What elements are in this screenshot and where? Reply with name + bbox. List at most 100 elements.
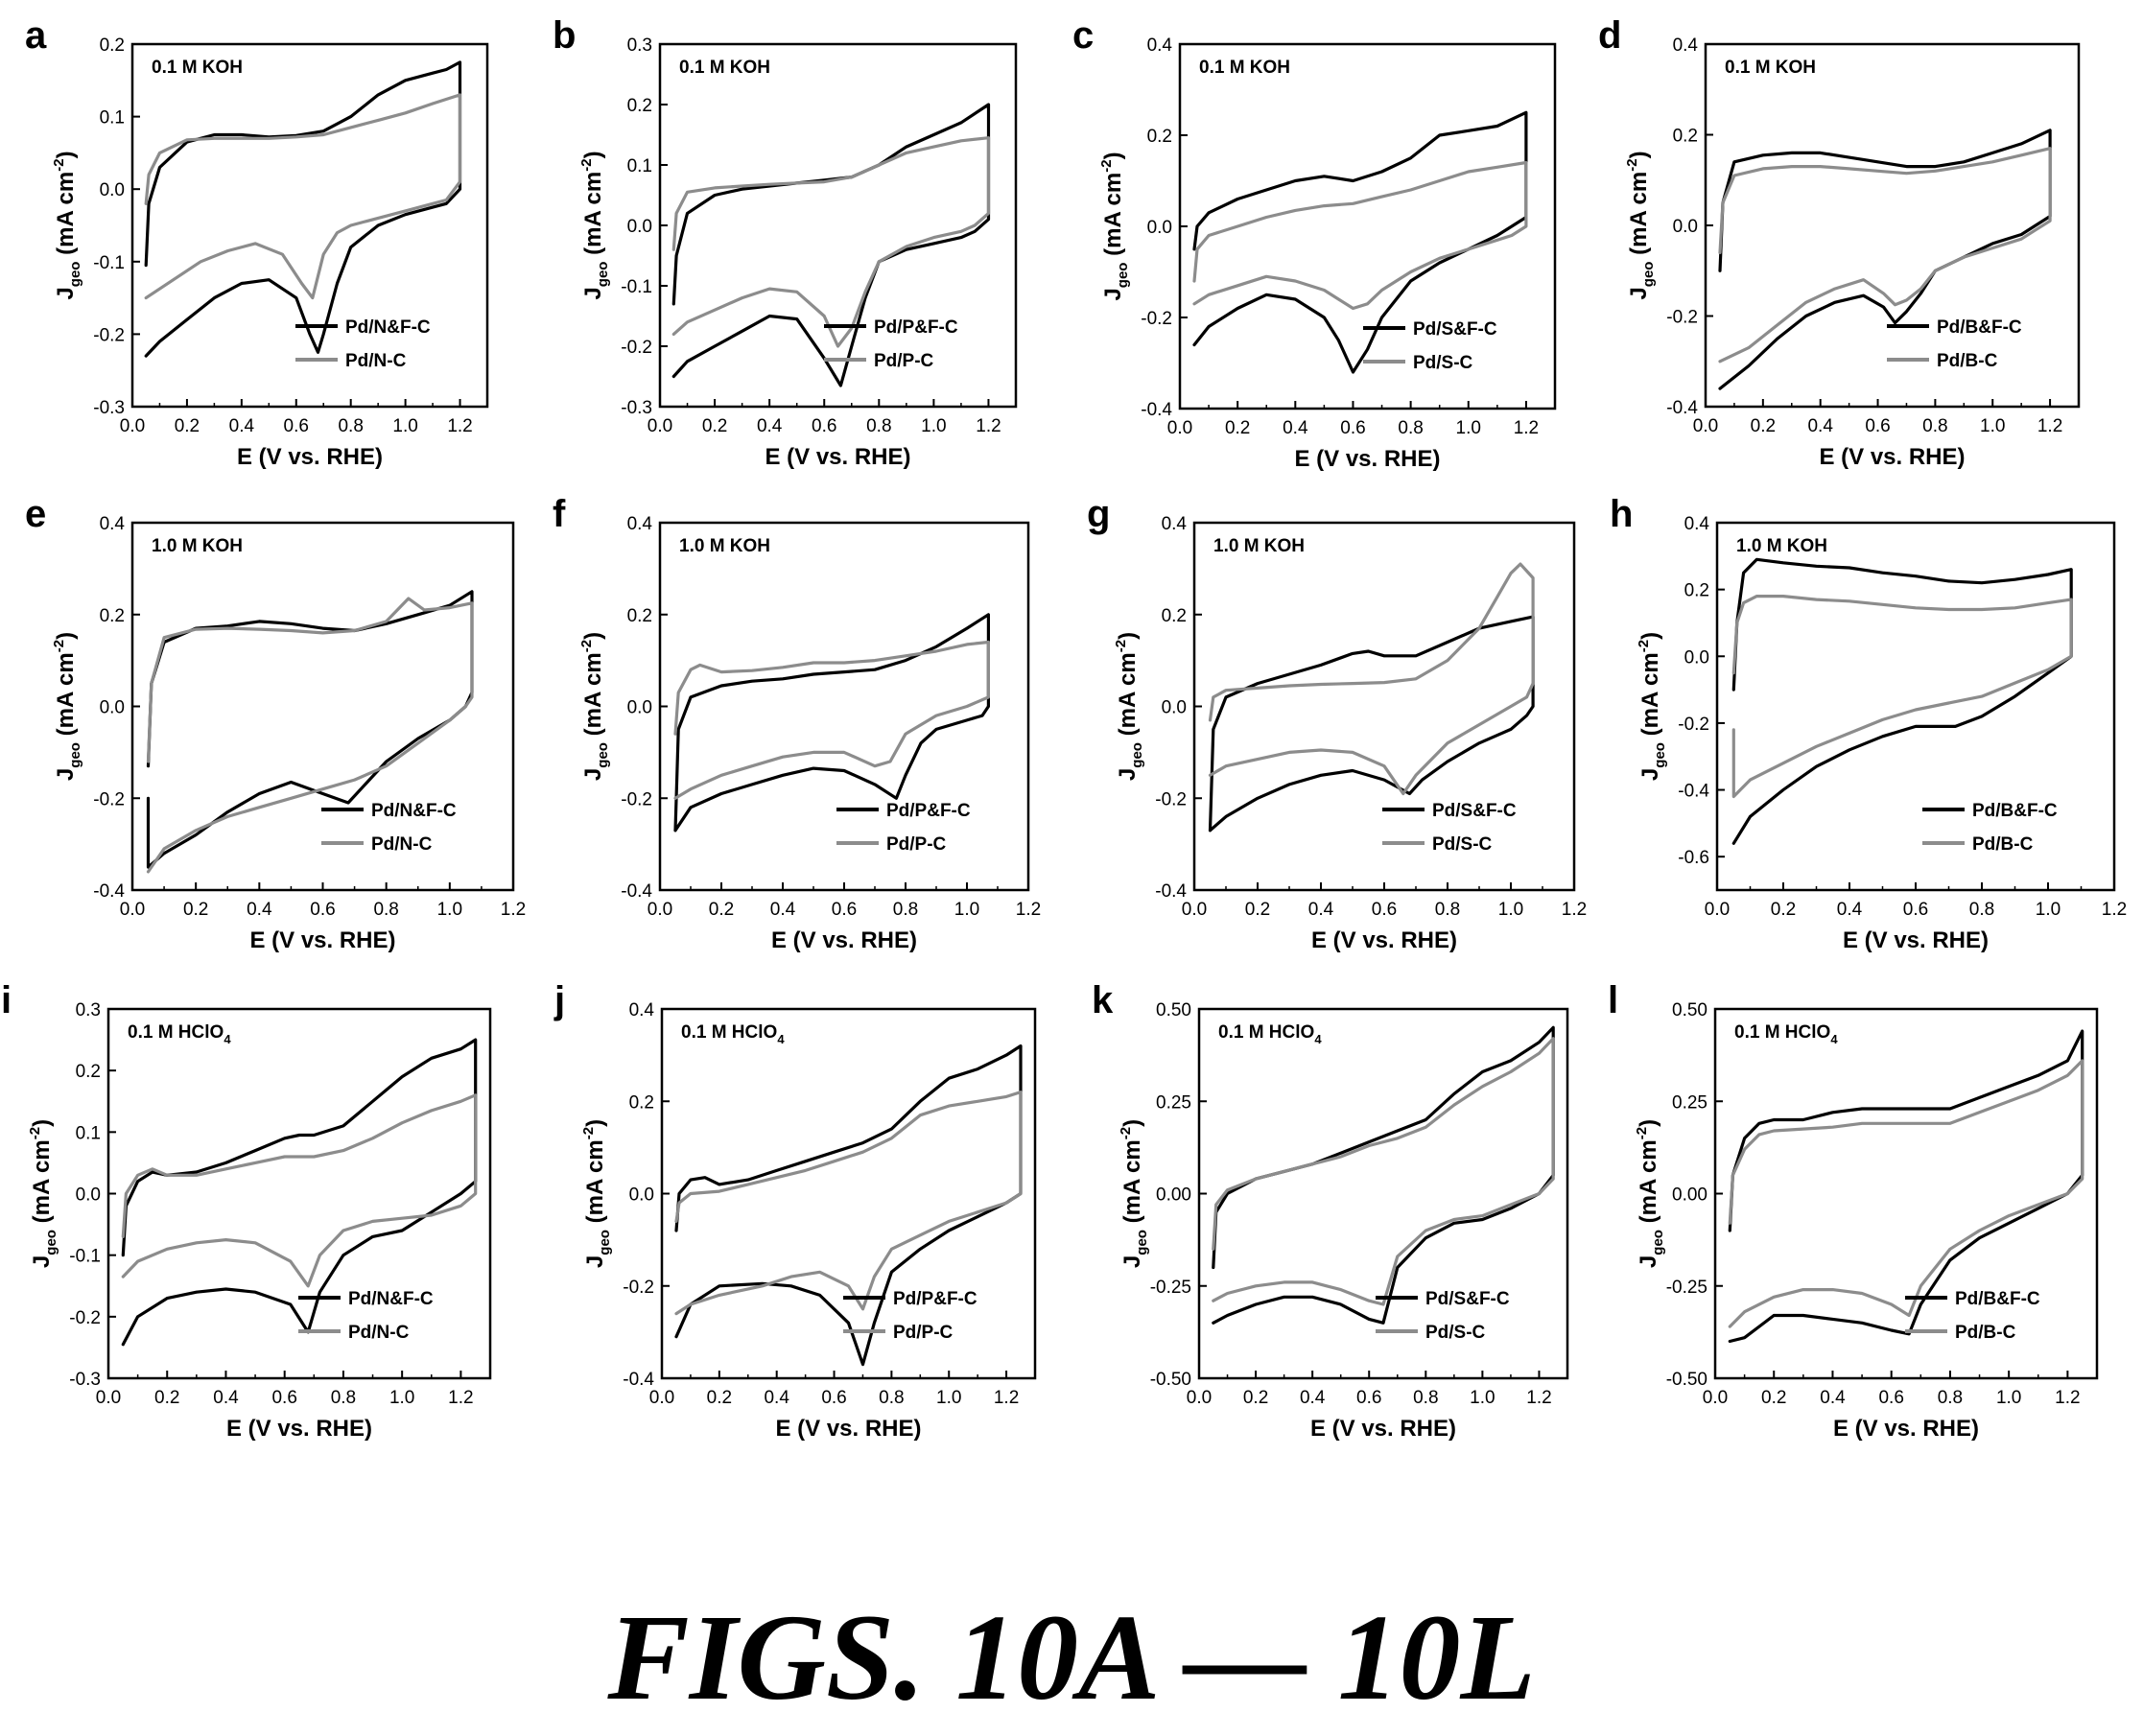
panel-letter: d xyxy=(1598,14,1621,57)
x-axis-label: E (V vs. RHE) xyxy=(1819,444,1965,470)
legend-label: Pd/N&F-C xyxy=(348,1289,434,1309)
panel-letter: b xyxy=(553,14,576,57)
y-axis-label: Jgeo (mA cm-2) xyxy=(578,151,611,299)
y-tick-label: 0.0 xyxy=(1684,647,1709,668)
x-tick-label: 1.0 xyxy=(1470,1388,1495,1408)
series-line-2 xyxy=(1718,147,2052,364)
y-tick-label: 0.0 xyxy=(76,1185,101,1206)
legend-label: Pd/B&F-C xyxy=(1955,1289,2040,1309)
x-tick-label: 0.0 xyxy=(1182,900,1207,920)
electrolyte-annotation: 0.1 M KOH xyxy=(679,58,770,78)
series-line-2 xyxy=(1208,562,1535,796)
x-tick-label: 0.4 xyxy=(213,1388,239,1408)
y-tick-label: 0.4 xyxy=(627,514,653,534)
y-tick-label: -0.2 xyxy=(69,1308,101,1328)
x-tick-label: 0.8 xyxy=(1938,1388,1963,1408)
x-axis-label: E (V vs. RHE) xyxy=(1843,927,1989,953)
y-tick-label: 0.4 xyxy=(1673,35,1699,56)
series-line-1 xyxy=(1208,615,1535,833)
x-tick-label: 0.8 xyxy=(866,416,891,436)
series-line-1 xyxy=(144,60,462,358)
series-line-2 xyxy=(673,640,991,800)
legend-label: Pd/S&F-C xyxy=(1413,319,1497,340)
legend-label: Pd/P-C xyxy=(886,834,947,855)
panel-a: 0.0 0.2 0.4 0.6 0.8 1.0 1.2 -0.3 -0.2 -0.1 0.0 0.1 0… xyxy=(25,14,489,470)
x-tick-label: 1.0 xyxy=(392,416,417,436)
x-tick-label: 1.2 xyxy=(1562,900,1587,920)
y-tick-label: 0.4 xyxy=(1147,35,1173,56)
x-tick-label: 1.2 xyxy=(1016,900,1041,920)
legend-label: Pd/N-C xyxy=(348,1323,410,1343)
x-tick-label: 1.2 xyxy=(1526,1388,1551,1408)
y-tick-label: -0.2 xyxy=(1666,308,1698,328)
x-axis-label: E (V vs. RHE) xyxy=(1310,1416,1456,1442)
x-tick-label: 0.2 xyxy=(1751,416,1776,436)
electrolyte-annotation: 1.0 M KOH xyxy=(1736,536,1827,556)
y-axis-label: Jgeo (mA cm-2) xyxy=(1118,1119,1150,1268)
panel-letter: f xyxy=(553,493,566,535)
x-tick-label: 0.4 xyxy=(1300,1388,1326,1408)
series-line-2 xyxy=(144,93,462,300)
electrolyte-annotation: 0.1 M HClO4 xyxy=(681,1022,785,1046)
x-tick-label: 1.0 xyxy=(437,900,462,920)
legend-label: Pd/S&F-C xyxy=(1425,1289,1510,1309)
plot-frame xyxy=(658,42,1018,409)
y-axis-label: Jgeo (mA cm-2) xyxy=(580,1119,613,1268)
x-tick-label: 1.2 xyxy=(976,416,1001,436)
panel-letter: a xyxy=(25,14,47,57)
x-tick-label: 0.6 xyxy=(271,1388,296,1408)
electrolyte-annotation: 1.0 M KOH xyxy=(152,536,243,556)
x-tick-label: 1.2 xyxy=(2055,1388,2080,1408)
y-tick-label: 0.2 xyxy=(76,1062,101,1082)
panel-d: 0.0 0.2 0.4 0.6 0.8 1.0 1.2 -0.4 -0.2 0.0 0.2 0.4 E … xyxy=(1598,14,2081,470)
legend-label: Pd/N-C xyxy=(371,834,433,855)
x-tick-label: 0.0 xyxy=(648,900,672,920)
x-tick-label: 0.8 xyxy=(338,416,363,436)
y-tick-label: 0.3 xyxy=(76,1000,101,1020)
x-tick-label: 1.2 xyxy=(2037,416,2062,436)
electrolyte-annotation: 1.0 M KOH xyxy=(679,536,770,556)
x-tick-label: 0.0 xyxy=(96,1388,121,1408)
x-tick-label: 1.0 xyxy=(1980,416,2005,436)
y-tick-label: -0.25 xyxy=(1150,1278,1191,1298)
y-tick-label: -0.3 xyxy=(93,398,125,418)
x-tick-label: 0.6 xyxy=(812,416,836,436)
y-tick-label: -0.6 xyxy=(1678,848,1709,868)
y-axis-label: Jgeo (mA cm-2) xyxy=(578,632,611,781)
x-tick-label: 0.6 xyxy=(1878,1388,1903,1408)
x-axis-label: E (V vs. RHE) xyxy=(775,1416,921,1442)
legend-label: Pd/N-C xyxy=(345,351,407,371)
panel-j: 0.0 0.2 0.4 0.6 0.8 1.0 1.2 -0.4 -0.2 0.0 0.2 0.4 E … xyxy=(553,979,1037,1442)
y-tick-label: 0.00 xyxy=(1156,1185,1191,1206)
x-tick-label: 0.2 xyxy=(707,1388,732,1408)
legend-label: Pd/B-C xyxy=(1937,351,1998,371)
series-line-1 xyxy=(673,613,991,833)
x-axis-label: E (V vs. RHE) xyxy=(1833,1416,1979,1442)
x-tick-label: 1.0 xyxy=(1996,1388,2021,1408)
panel-letter: j xyxy=(553,979,565,1021)
legend-label: Pd/N&F-C xyxy=(345,317,431,338)
y-tick-label: 0.2 xyxy=(627,96,652,116)
x-tick-label: 1.0 xyxy=(954,900,979,920)
y-tick-label: -0.2 xyxy=(1141,309,1172,329)
panel-letter: i xyxy=(1,979,12,1021)
series-line-2 xyxy=(121,1093,478,1288)
legend-label: Pd/P&F-C xyxy=(893,1289,977,1309)
y-tick-label: -0.2 xyxy=(93,325,125,345)
electrolyte-annotation: 0.1 M HClO4 xyxy=(128,1022,231,1046)
panel-b: 0.0 0.2 0.4 0.6 0.8 1.0 1.2 -0.3 -0.2 -0.1 0.0 0.1 0… xyxy=(553,14,1018,470)
y-tick-label: 0.0 xyxy=(629,1185,654,1206)
x-axis-label: E (V vs. RHE) xyxy=(1311,927,1457,953)
y-axis-label: Jgeo (mA cm-2) xyxy=(51,632,83,781)
panel-letter: g xyxy=(1087,493,1110,535)
x-tick-label: 0.8 xyxy=(879,1388,904,1408)
y-tick-label: 0.3 xyxy=(627,35,652,56)
series-line-1 xyxy=(671,103,991,387)
x-tick-label: 0.0 xyxy=(1703,1388,1728,1408)
x-axis-label: E (V vs. RHE) xyxy=(249,927,395,953)
panel-h: 0.0 0.2 0.4 0.6 0.8 1.0 1.2 -0.6 -0.4 -0.2 0.0 0.2 0… xyxy=(1610,493,2127,953)
x-tick-label: 0.0 xyxy=(1705,900,1730,920)
x-tick-label: 0.2 xyxy=(175,416,200,436)
x-tick-label: 0.4 xyxy=(229,416,255,436)
plot-frame xyxy=(1192,521,1576,892)
